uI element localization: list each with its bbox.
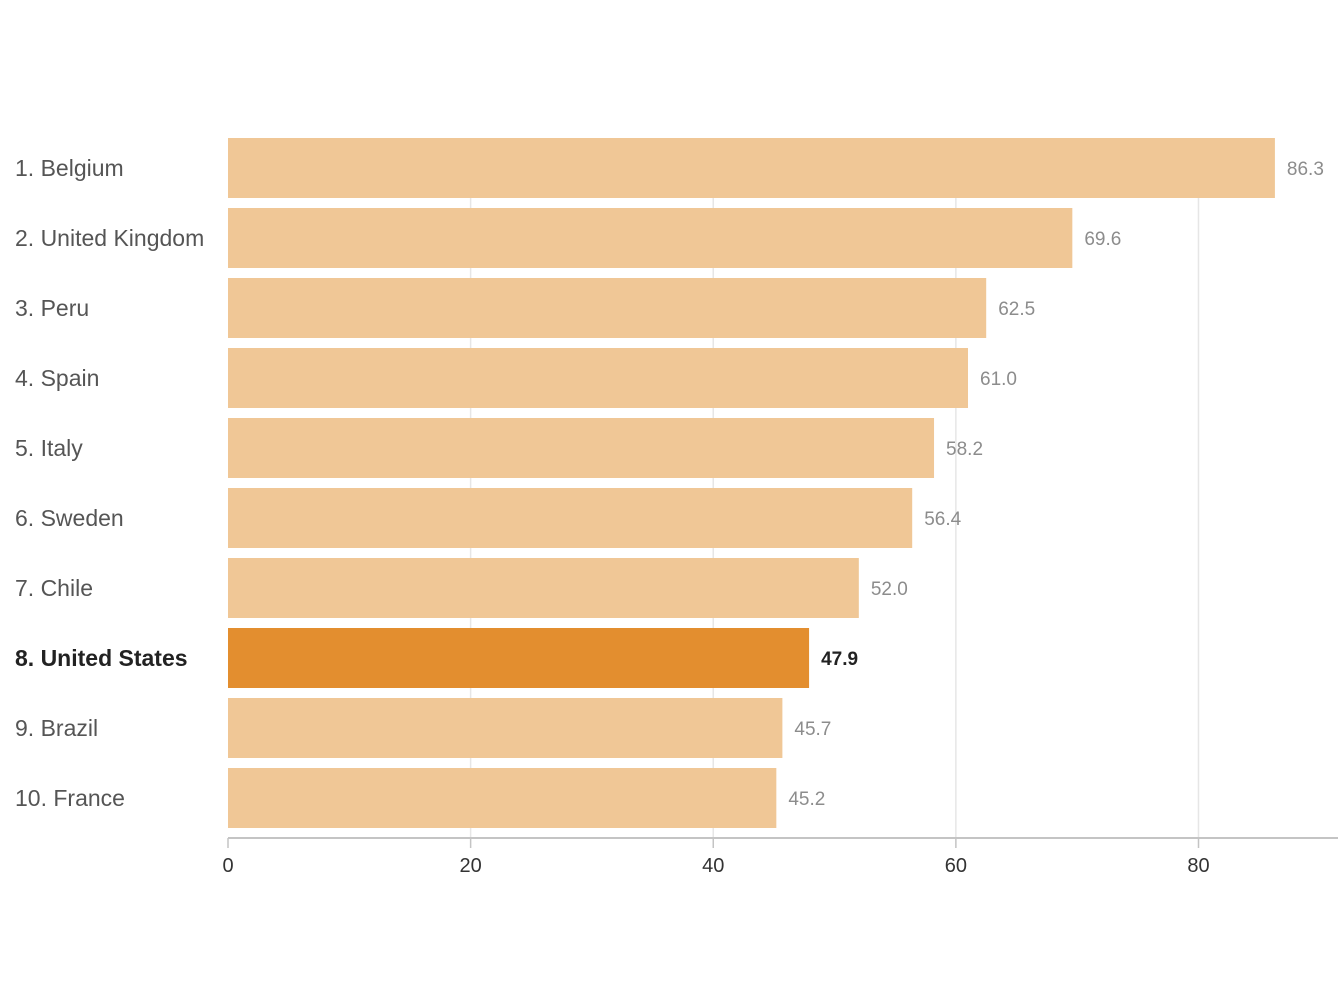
category-label: 8. United States bbox=[15, 645, 188, 671]
value-label: 56.4 bbox=[924, 509, 961, 530]
bar bbox=[228, 278, 987, 338]
category-label: 1. Belgium bbox=[15, 155, 124, 181]
bar bbox=[228, 558, 859, 618]
value-label: 47.9 bbox=[821, 649, 858, 670]
x-tick-label: 60 bbox=[945, 855, 967, 877]
value-label: 61.0 bbox=[980, 369, 1017, 390]
category-label: 10. France bbox=[15, 785, 125, 811]
category-labels: 1. Belgium 2. United Kingdom 3. Peru 4. Spa… bbox=[15, 155, 204, 811]
category-label: 4. Spain bbox=[15, 365, 99, 391]
bar bbox=[228, 348, 968, 408]
value-label: 45.7 bbox=[794, 719, 831, 740]
value-labels: 86.3 69.6 62.5 61.0 58.2 56.4 52.0 47.9 45.7 45.2 bbox=[788, 159, 1324, 810]
value-label: 58.2 bbox=[946, 439, 983, 460]
x-tick-label: 40 bbox=[702, 855, 724, 877]
category-label: 2. United Kingdom bbox=[15, 225, 204, 251]
category-label: 3. Peru bbox=[15, 295, 89, 321]
value-label: 86.3 bbox=[1287, 159, 1324, 180]
bar bbox=[228, 138, 1275, 198]
value-label: 45.2 bbox=[788, 789, 825, 810]
category-label: 9. Brazil bbox=[15, 715, 98, 741]
category-label: 5. Italy bbox=[15, 435, 83, 461]
bar bbox=[228, 488, 913, 548]
x-axis: 0 20 40 60 80 bbox=[222, 837, 1338, 877]
bar bbox=[228, 768, 777, 828]
category-label: 7. Chile bbox=[15, 575, 93, 601]
x-tick-label: 20 bbox=[459, 855, 481, 877]
x-tick-label: 80 bbox=[1187, 855, 1209, 877]
bar bbox=[228, 698, 783, 758]
value-label: 62.5 bbox=[998, 299, 1035, 320]
bar bbox=[228, 208, 1073, 268]
value-label: 69.6 bbox=[1084, 229, 1121, 250]
x-tick-label: 0 bbox=[222, 855, 233, 877]
bar bbox=[228, 628, 810, 688]
value-label: 52.0 bbox=[871, 579, 908, 600]
category-label: 6. Sweden bbox=[15, 505, 124, 531]
bar bbox=[228, 418, 935, 478]
bars bbox=[228, 138, 1275, 828]
